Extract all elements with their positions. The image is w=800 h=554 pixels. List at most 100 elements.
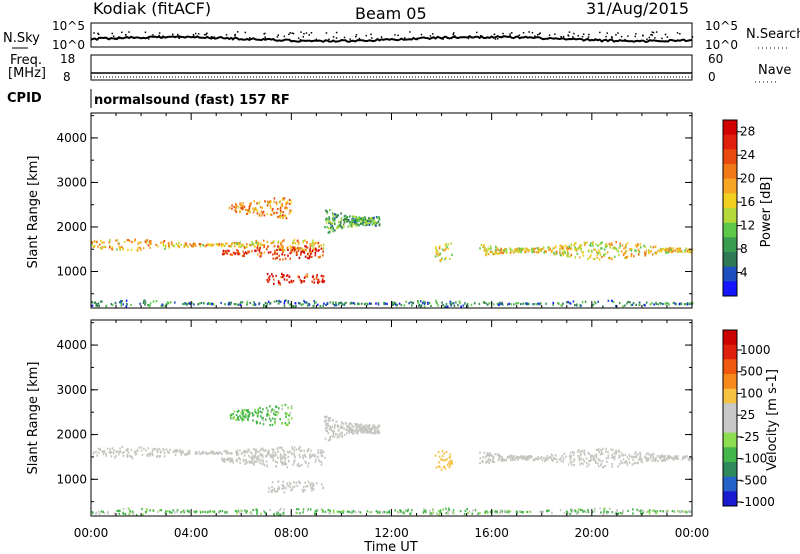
scatter-cell — [281, 446, 283, 449]
scatter-cell — [634, 249, 636, 252]
scatter-cell — [435, 299, 437, 302]
scatter-cell — [234, 252, 236, 255]
scatter-cell — [309, 508, 312, 511]
colorbar-swatch — [723, 149, 737, 165]
scatter-cell — [500, 251, 502, 254]
noise-search-dot — [192, 34, 195, 36]
scatter-cell — [598, 251, 601, 254]
scatter-cell — [242, 202, 244, 205]
scatter-cell — [596, 251, 598, 254]
scatter-cell — [220, 301, 222, 305]
scatter-cell — [462, 304, 465, 307]
scatter-cell — [253, 463, 255, 466]
scatter-cell — [257, 459, 260, 462]
scatter-cell — [310, 487, 313, 490]
scatter-cell — [263, 245, 265, 248]
scatter-cell — [627, 509, 629, 513]
scatter-cell — [240, 202, 242, 205]
scatter-cell — [540, 249, 542, 252]
scatter-cell — [358, 426, 360, 429]
scatter-cell — [282, 511, 285, 514]
scatter-cell — [581, 301, 584, 304]
scatter-cell — [593, 510, 596, 513]
scatter-cell — [273, 244, 276, 248]
scatter-cell — [189, 243, 191, 246]
scatter-cell — [328, 230, 331, 233]
scatter-cell — [640, 459, 642, 462]
scatter-cell — [648, 511, 651, 514]
scatter-cell — [262, 408, 264, 411]
scatter-cell — [500, 247, 502, 250]
scatter-cell — [357, 424, 359, 427]
scatter-cell — [270, 410, 272, 414]
scatter-cell — [279, 258, 281, 261]
scatter-cell — [268, 276, 270, 279]
scatter-cell — [601, 256, 603, 259]
scatter-cell — [322, 247, 325, 250]
scatter-cell — [645, 252, 647, 255]
scatter-cell — [644, 254, 647, 257]
scatter-cell — [588, 249, 590, 252]
scatter-cell — [592, 244, 594, 247]
noise-search-dot — [303, 33, 305, 35]
scatter-cell — [91, 304, 94, 307]
noise-search-dot — [588, 33, 590, 36]
scatter-cell — [239, 303, 242, 307]
noise-search-dot — [380, 36, 383, 38]
scatter-cell — [119, 509, 121, 512]
scatter-cell — [262, 239, 265, 242]
scatter-cell — [467, 511, 469, 514]
noise-search-dot — [416, 38, 418, 41]
scatter-cell — [109, 448, 111, 451]
scatter-cell — [368, 220, 370, 223]
scatter-cell — [662, 455, 664, 458]
scatter-cell — [237, 409, 240, 412]
scatter-cell — [334, 222, 336, 226]
scatter-cell — [643, 244, 645, 247]
scatter-cell — [624, 453, 627, 456]
scatter-cell — [237, 242, 240, 245]
scatter-cell — [466, 303, 469, 306]
scatter-cell — [121, 445, 124, 449]
scatter-cell — [377, 424, 380, 427]
scatter-cell — [197, 303, 199, 306]
scatter-cell — [531, 455, 533, 459]
noise-search-dot — [277, 34, 279, 36]
noise-search-dot — [605, 35, 607, 38]
scatter-cell — [134, 450, 137, 453]
scatter-cell — [672, 457, 674, 460]
scatter-cell — [622, 509, 624, 512]
scatter-cell — [686, 303, 689, 306]
scatter-cell — [573, 458, 576, 461]
scatter-cell — [311, 255, 313, 259]
scatter-cell — [373, 426, 375, 429]
scatter-cell — [363, 426, 365, 429]
scatter-cell — [284, 457, 287, 460]
scatter-cell — [262, 449, 265, 452]
x-tick-label: 16:00 — [474, 526, 509, 540]
scatter-cell — [182, 450, 184, 453]
scatter-cell — [293, 481, 295, 484]
scatter-cell — [263, 464, 266, 467]
noise-search-dot — [126, 36, 129, 38]
scatter-cell — [304, 481, 306, 484]
scatter-cell — [338, 302, 340, 305]
scatter-cell — [260, 252, 263, 255]
scatter-cell — [457, 304, 459, 307]
scatter-cell — [157, 450, 159, 453]
scatter-cell — [351, 215, 354, 218]
noise-search-dot — [177, 33, 179, 36]
scatter-cell — [342, 218, 345, 222]
scatter-cell — [253, 447, 255, 450]
scatter-cell — [327, 424, 329, 427]
scatter-cell — [297, 275, 299, 278]
scatter-cell — [616, 509, 619, 512]
scatter-cell — [485, 302, 487, 305]
scatter-cell — [447, 247, 449, 250]
scatter-cell — [579, 246, 582, 250]
scatter-cell — [518, 250, 520, 253]
scatter-cell — [449, 460, 451, 463]
scatter-cell — [281, 407, 283, 411]
scatter-cell — [489, 245, 492, 248]
scatter-cell — [325, 429, 328, 433]
